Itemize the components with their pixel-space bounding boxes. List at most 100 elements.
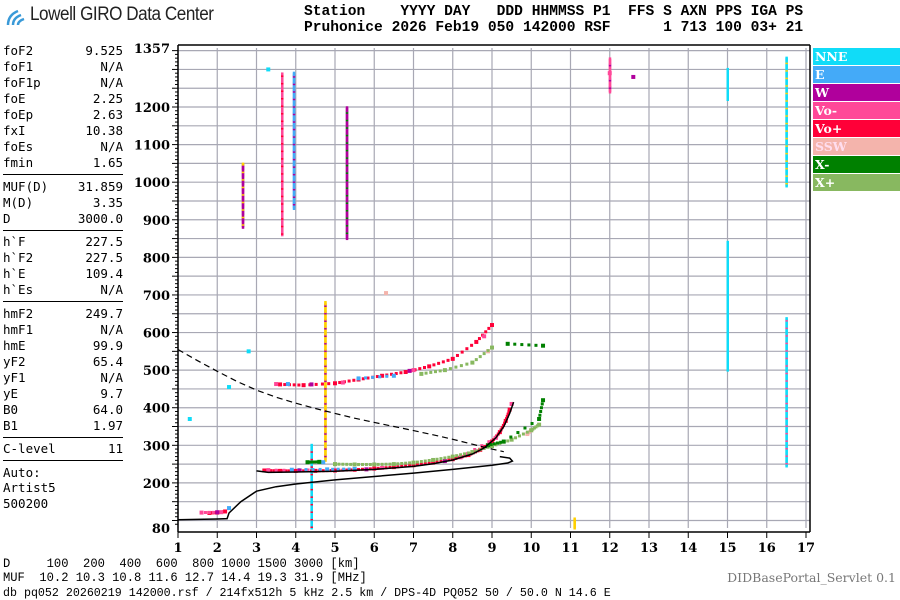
param-value: 2.25 xyxy=(92,91,123,106)
param-row: hmF1 N/A xyxy=(3,322,123,338)
spread-echo-mark xyxy=(292,91,296,95)
spread-echo-mark xyxy=(281,188,284,192)
echo-point-xplus xyxy=(525,430,529,434)
param-row: foF1 N/A xyxy=(3,59,123,75)
echo-point-xplus xyxy=(368,462,372,466)
spread-echo-mark xyxy=(324,401,327,405)
spread-echo-mark xyxy=(324,448,327,452)
spread-echo-mark xyxy=(324,436,327,440)
spread-echo-mark xyxy=(345,190,349,194)
spread-echo-mark xyxy=(324,305,327,309)
spread-echo-mark xyxy=(785,354,788,358)
spread-echo-mark xyxy=(345,187,349,191)
x-tick-label: 9 xyxy=(487,541,496,556)
spread-echo-mark xyxy=(785,119,788,123)
spread-echo-mark xyxy=(785,350,788,354)
echo-point-xplus xyxy=(429,370,433,374)
spread-echo-mark xyxy=(310,523,313,527)
echo-point-xplus xyxy=(349,462,353,466)
echo-point-xminus xyxy=(523,426,527,430)
spread-echo-mark xyxy=(292,92,296,96)
spread-echo-mark xyxy=(345,128,349,132)
spread-echo-mark xyxy=(785,362,788,366)
spread-echo-mark xyxy=(292,73,296,77)
spread-echo-mark xyxy=(292,134,296,138)
spread-echo-mark xyxy=(310,506,313,510)
spread-echo-mark xyxy=(324,349,327,353)
spread-echo-mark xyxy=(726,282,729,286)
y-tick-label: 300 xyxy=(143,439,170,454)
echo-point-voplus xyxy=(419,462,423,466)
spread-echo-mark xyxy=(785,85,788,89)
spread-echo-mark xyxy=(345,139,349,143)
echo-point-xplus xyxy=(341,462,345,466)
spread-echo-mark xyxy=(324,359,327,363)
echo-point-xplus xyxy=(521,432,525,436)
spread-echo-mark xyxy=(281,164,284,168)
echo-point-xplus xyxy=(352,462,357,467)
echo-point-xplus xyxy=(474,449,478,453)
echo-point-voplus xyxy=(384,466,388,470)
echo-point-voplus xyxy=(400,464,404,468)
legend-item-voplus: Vo+ xyxy=(813,120,900,137)
spread-echo-mark xyxy=(785,121,788,125)
spread-echo-mark xyxy=(345,196,349,200)
spread-echo-mark xyxy=(785,139,788,143)
spread-echo-mark xyxy=(785,357,788,361)
spread-echo-mark xyxy=(281,195,284,199)
spread-echo-mark xyxy=(345,223,349,227)
spread-echo-mark xyxy=(241,191,245,195)
param-row: foEp 2.63 xyxy=(3,107,123,123)
spread-echo-mark xyxy=(345,166,349,170)
spread-echo-mark xyxy=(292,196,296,200)
spread-echo-mark xyxy=(292,194,296,198)
spread-echo-mark xyxy=(281,93,284,97)
spread-echo-mark xyxy=(608,79,612,83)
spread-echo-mark xyxy=(292,98,296,102)
spread-echo-mark xyxy=(345,205,349,209)
spread-echo-mark xyxy=(785,59,788,63)
spread-echo-mark xyxy=(785,410,788,414)
param-label: hmF2 xyxy=(3,305,34,321)
spread-echo-mark xyxy=(345,213,349,217)
spread-echo-mark xyxy=(324,391,327,395)
spread-echo-mark xyxy=(726,240,729,244)
echo-point-w xyxy=(297,468,302,473)
spread-echo-mark xyxy=(785,61,788,65)
spread-echo-mark xyxy=(310,508,313,512)
spread-echo-mark xyxy=(281,185,284,189)
echo-point-voplus xyxy=(427,461,431,465)
spread-echo-mark xyxy=(608,73,612,77)
spread-echo-mark xyxy=(785,450,788,454)
spread-echo-mark xyxy=(785,381,788,385)
spread-echo-mark xyxy=(785,92,788,96)
spread-echo-mark xyxy=(726,337,729,341)
spread-echo-mark xyxy=(292,199,296,203)
spread-echo-mark xyxy=(281,230,284,234)
spread-echo-mark xyxy=(726,88,729,92)
spread-echo-mark xyxy=(785,426,788,430)
spread-echo-mark xyxy=(785,440,788,444)
echo-point-voplus xyxy=(292,383,296,387)
param-value: 227.5 xyxy=(85,234,123,249)
spread-echo-mark xyxy=(324,300,327,304)
legend-item-xminus: X- xyxy=(813,156,900,173)
echo-point-voplus xyxy=(465,347,469,351)
spread-echo-mark xyxy=(785,359,788,363)
spread-echo-mark xyxy=(281,171,284,175)
spread-echo-mark xyxy=(726,73,729,77)
param-row: hmE 99.9 xyxy=(3,338,123,354)
spread-echo-mark xyxy=(324,364,327,368)
spread-echo-mark xyxy=(292,182,296,186)
spread-echo-mark xyxy=(726,311,729,315)
spread-echo-mark xyxy=(281,155,284,159)
spread-echo-mark xyxy=(785,134,788,138)
spread-echo-mark xyxy=(726,91,729,95)
echo-point-voplus xyxy=(338,381,342,385)
spread-echo-mark xyxy=(726,347,729,351)
echo-point-w xyxy=(215,510,220,515)
echo-point-xplus xyxy=(415,460,419,464)
param-label: foEs xyxy=(3,139,34,154)
echo-point-xplus xyxy=(404,461,408,465)
echo-point-xplus xyxy=(419,460,423,464)
